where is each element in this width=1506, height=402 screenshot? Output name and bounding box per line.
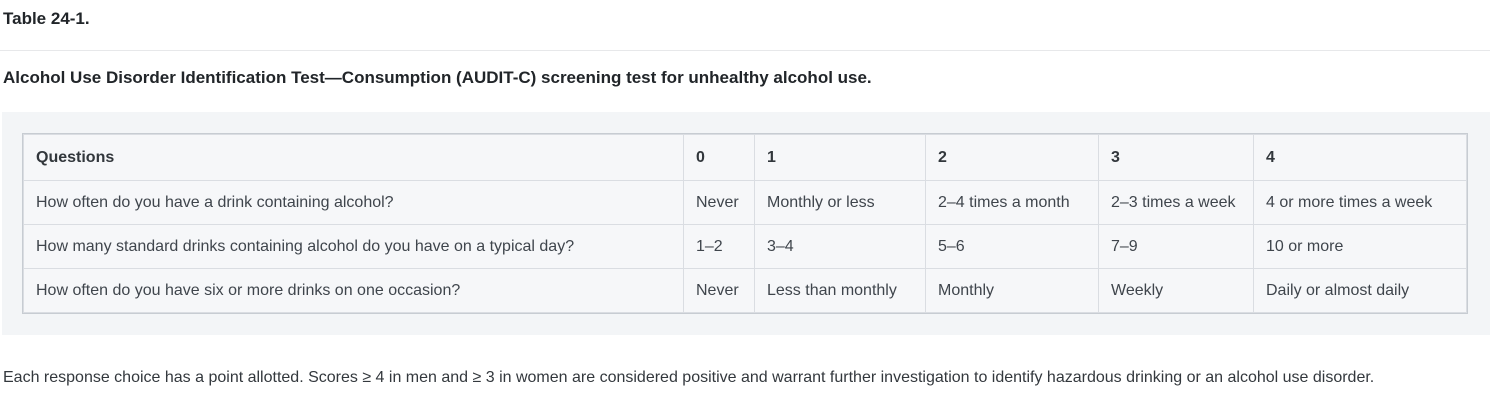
table-row: How many standard drinks containing alco… (23, 224, 1467, 269)
table-footnote: Each response choice has a point allotte… (3, 369, 1375, 386)
answer-cell: 5–6 (925, 224, 1099, 269)
answer-cell: Weekly (1098, 268, 1254, 313)
answer-cell: Monthly or less (754, 180, 926, 225)
table-caption: Alcohol Use Disorder Identification Test… (3, 68, 872, 87)
audit-c-table: Questions 0 1 2 3 4 How often do you hav… (23, 134, 1467, 313)
answer-cell: 2–3 times a week (1098, 180, 1254, 225)
answer-cell: 7–9 (1098, 224, 1254, 269)
answer-cell: Less than monthly (754, 268, 926, 313)
column-header-score-1: 1 (754, 134, 926, 181)
column-header-score-4: 4 (1253, 134, 1467, 181)
question-cell: How often do you have a drink containing… (23, 180, 684, 225)
question-cell: How often do you have six or more drinks… (23, 268, 684, 313)
header-row: Questions 0 1 2 3 4 (23, 134, 1467, 181)
answer-cell: Never (683, 180, 755, 225)
column-header-score-3: 3 (1098, 134, 1254, 181)
answer-cell: Never (683, 268, 755, 313)
table-container: Questions 0 1 2 3 4 How often do you hav… (2, 112, 1490, 335)
answer-cell: 4 or more times a week (1253, 180, 1467, 225)
column-header-questions: Questions (23, 134, 684, 181)
answer-cell: 3–4 (754, 224, 926, 269)
table-row: How often do you have a drink containing… (23, 180, 1467, 225)
answer-cell: 10 or more (1253, 224, 1467, 269)
answer-cell: Monthly (925, 268, 1099, 313)
column-header-score-0: 0 (683, 134, 755, 181)
answer-cell: Daily or almost daily (1253, 268, 1467, 313)
divider (0, 50, 1490, 51)
answer-cell: 2–4 times a month (925, 180, 1099, 225)
table-frame: Questions 0 1 2 3 4 How often do you hav… (22, 133, 1468, 314)
answer-cell: 1–2 (683, 224, 755, 269)
question-cell: How many standard drinks containing alco… (23, 224, 684, 269)
table-row: How often do you have six or more drinks… (23, 268, 1467, 313)
table-label: Table 24-1. (3, 9, 90, 28)
column-header-score-2: 2 (925, 134, 1099, 181)
